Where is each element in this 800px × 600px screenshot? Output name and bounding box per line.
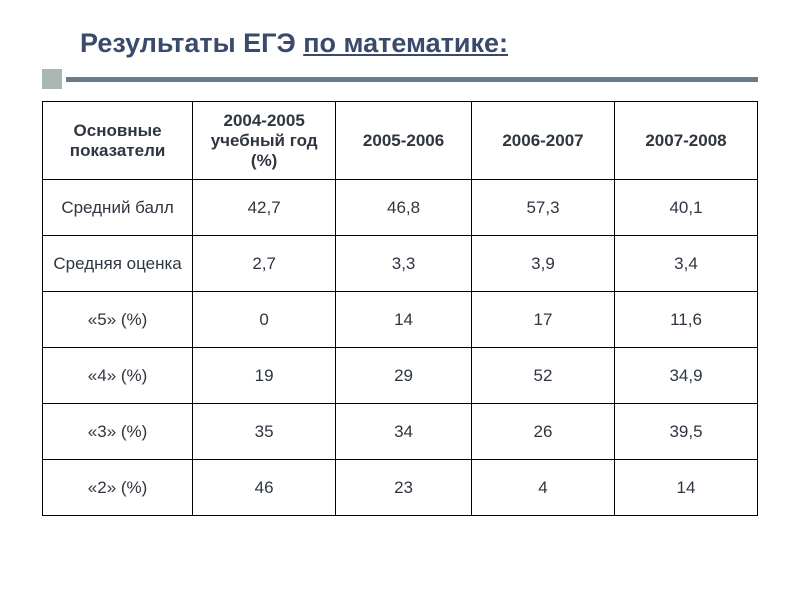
col-header: 2006-2007 <box>471 102 614 180</box>
title-text-underlined: по математике: <box>303 28 508 58</box>
col-header: 2004-2005 учебный год (%) <box>193 102 336 180</box>
divider-line <box>66 77 758 82</box>
cell: 3,4 <box>614 236 757 292</box>
slide: Результаты ЕГЭ по математике: Основные п… <box>0 0 800 600</box>
col-header: 2005-2006 <box>336 102 472 180</box>
cell: 14 <box>336 292 472 348</box>
table-row: «5» (%) 0 14 17 11,6 <box>43 292 758 348</box>
cell: 0 <box>193 292 336 348</box>
cell: 17 <box>471 292 614 348</box>
cell: 2,7 <box>193 236 336 292</box>
table-header-row: Основные показатели 2004-2005 учебный го… <box>43 102 758 180</box>
table-row: «4» (%) 19 29 52 34,9 <box>43 348 758 404</box>
table-row: «2» (%) 46 23 4 14 <box>43 460 758 516</box>
divider-square-icon <box>42 69 62 89</box>
divider <box>42 69 758 87</box>
cell: 39,5 <box>614 404 757 460</box>
cell: 46,8 <box>336 180 472 236</box>
cell: 34,9 <box>614 348 757 404</box>
row-label: Средний балл <box>43 180 193 236</box>
row-label: «2» (%) <box>43 460 193 516</box>
title-text-plain: Результаты ЕГЭ <box>80 28 303 58</box>
cell: 4 <box>471 460 614 516</box>
cell: 3,9 <box>471 236 614 292</box>
results-table: Основные показатели 2004-2005 учебный го… <box>42 101 758 516</box>
cell: 57,3 <box>471 180 614 236</box>
cell: 35 <box>193 404 336 460</box>
col-header: 2007-2008 <box>614 102 757 180</box>
cell: 42,7 <box>193 180 336 236</box>
row-label: «3» (%) <box>43 404 193 460</box>
cell: 46 <box>193 460 336 516</box>
cell: 40,1 <box>614 180 757 236</box>
cell: 52 <box>471 348 614 404</box>
table-row: Средняя оценка 2,7 3,3 3,9 3,4 <box>43 236 758 292</box>
cell: 19 <box>193 348 336 404</box>
cell: 23 <box>336 460 472 516</box>
cell: 34 <box>336 404 472 460</box>
title-wrap: Результаты ЕГЭ по математике: <box>42 28 758 59</box>
row-label: «5» (%) <box>43 292 193 348</box>
cell: 3,3 <box>336 236 472 292</box>
table-row: «3» (%) 35 34 26 39,5 <box>43 404 758 460</box>
cell: 14 <box>614 460 757 516</box>
row-label: «4» (%) <box>43 348 193 404</box>
table-body: Средний балл 42,7 46,8 57,3 40,1 Средняя… <box>43 180 758 516</box>
row-label: Средняя оценка <box>43 236 193 292</box>
cell: 11,6 <box>614 292 757 348</box>
col-header: Основные показатели <box>43 102 193 180</box>
table-row: Средний балл 42,7 46,8 57,3 40,1 <box>43 180 758 236</box>
page-title: Результаты ЕГЭ по математике: <box>80 28 508 58</box>
cell: 29 <box>336 348 472 404</box>
cell: 26 <box>471 404 614 460</box>
